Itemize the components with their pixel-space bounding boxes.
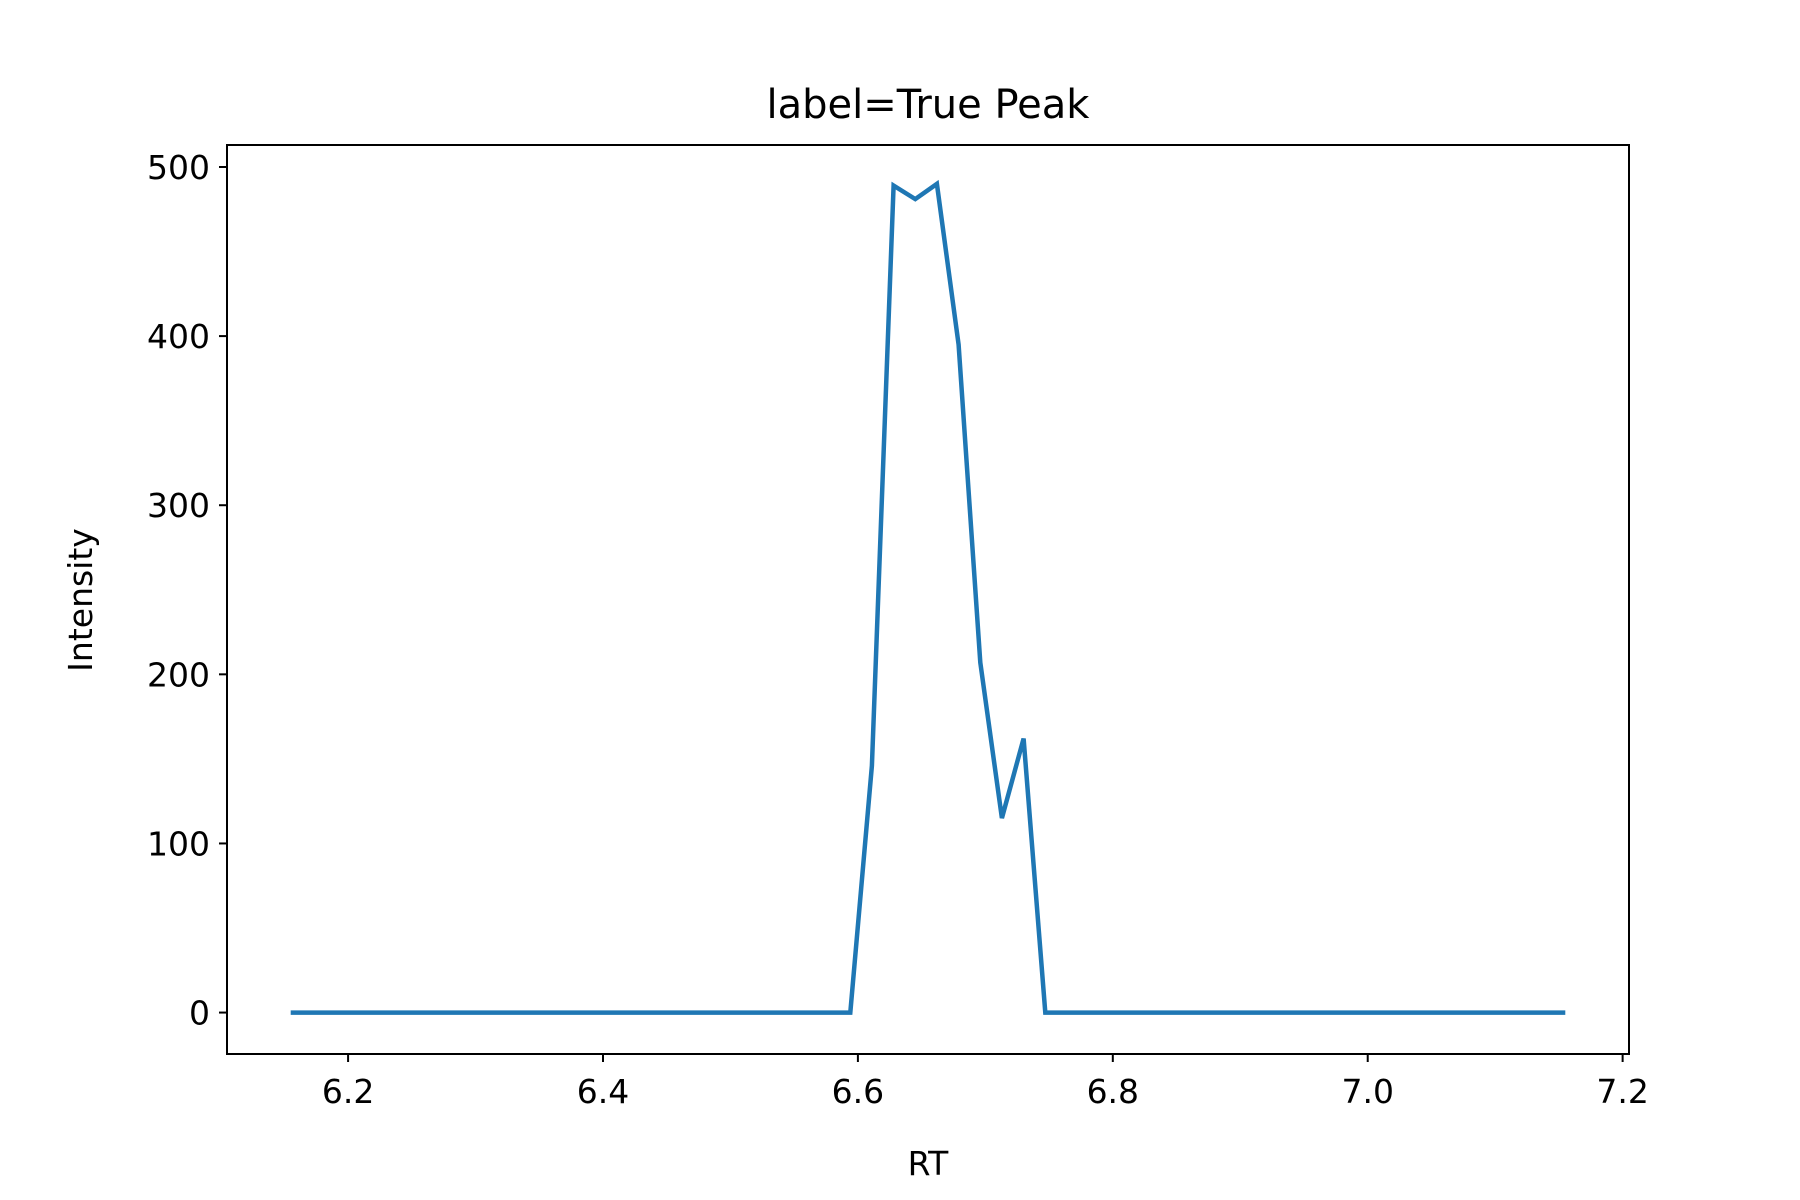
x-tick-label: 6.8 <box>1087 1072 1139 1111</box>
y-tick-label: 0 <box>189 994 210 1033</box>
y-tick-label: 200 <box>147 655 210 694</box>
axes-frame <box>226 144 1630 1055</box>
x-axis: 6.2 6.4 6.6 6.8 7.0 7.2 <box>322 1054 1649 1111</box>
y-tick-label: 400 <box>147 317 210 356</box>
y-tick-label: 100 <box>147 824 210 863</box>
x-tick-label: 6.4 <box>577 1072 629 1111</box>
x-tick-label: 7.0 <box>1341 1072 1393 1111</box>
y-tick-label: 500 <box>147 148 210 187</box>
y-axis-title: Intensity <box>61 528 100 672</box>
x-tick-label: 7.2 <box>1596 1072 1648 1111</box>
x-tick-label: 6.6 <box>832 1072 884 1111</box>
x-tick-label: 6.2 <box>322 1072 374 1111</box>
y-axis: 0 100 200 300 400 500 <box>147 148 227 1033</box>
series-line <box>290 179 1566 1015</box>
y-tick-label: 300 <box>147 486 210 525</box>
chart-title: label=True Peak <box>767 82 1091 128</box>
x-axis-title: RT <box>908 1144 950 1183</box>
plot-area <box>290 179 1566 1015</box>
